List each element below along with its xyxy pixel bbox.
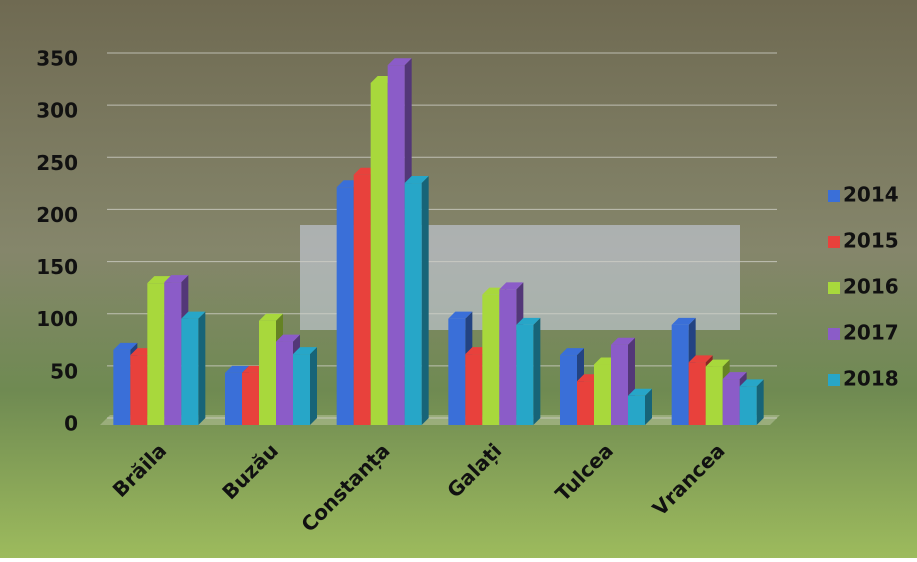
bar — [448, 318, 466, 425]
bar-top — [164, 275, 189, 283]
bar — [611, 344, 628, 425]
bar-top — [722, 372, 747, 380]
bar-top — [688, 355, 713, 363]
legend-swatch — [828, 282, 840, 294]
legend-swatch — [828, 374, 840, 386]
bar — [688, 362, 706, 425]
bar-top — [705, 359, 730, 367]
bar-top — [293, 347, 317, 355]
y-tick-label: 100 — [36, 307, 78, 331]
bar-top — [516, 317, 541, 325]
bar-top — [499, 282, 524, 290]
bar-side — [310, 347, 317, 425]
bar-top — [225, 365, 249, 373]
bar-top — [560, 348, 584, 356]
bar-side — [756, 379, 764, 425]
y-tick-label: 300 — [36, 99, 78, 123]
bar — [130, 355, 148, 425]
bar — [336, 187, 354, 425]
bar-top — [671, 317, 696, 325]
bar — [276, 341, 293, 425]
bar — [353, 174, 371, 425]
bar-top — [259, 313, 283, 321]
bar-top — [404, 176, 429, 184]
y-tick-label: 200 — [36, 203, 78, 227]
bar-top — [387, 58, 412, 66]
bar — [113, 349, 131, 425]
y-tick-label: 0 — [64, 412, 78, 436]
y-tick-label: 150 — [36, 255, 78, 279]
bar — [482, 294, 500, 425]
bar-side — [533, 317, 541, 425]
legend-swatch — [828, 236, 840, 248]
bar — [164, 282, 182, 425]
bar — [293, 354, 310, 425]
bar-top — [739, 379, 764, 387]
bar — [577, 381, 594, 425]
bar — [705, 366, 723, 425]
legend-label: 2016 — [843, 275, 899, 299]
bar — [722, 379, 740, 425]
bar — [739, 386, 757, 425]
bar — [387, 65, 405, 425]
legend-swatch — [828, 328, 840, 340]
bar — [242, 372, 259, 425]
bar — [499, 289, 517, 425]
bar-top — [611, 337, 635, 345]
bar — [259, 320, 276, 425]
bar — [147, 283, 165, 425]
bar-top — [628, 388, 652, 396]
bar-top — [181, 311, 206, 319]
legend-label: 2015 — [843, 229, 899, 253]
legend-label: 2017 — [843, 321, 899, 345]
bar — [560, 355, 577, 425]
y-tick-label: 350 — [36, 47, 78, 71]
y-tick-label: 250 — [36, 151, 78, 175]
bar-side — [421, 176, 429, 425]
bar-top — [276, 334, 300, 342]
bar — [181, 318, 199, 425]
bar — [225, 372, 242, 425]
y-tick-label: 50 — [50, 359, 78, 383]
bar-top — [448, 311, 473, 319]
bar — [465, 354, 483, 425]
bar — [594, 364, 611, 425]
bar — [370, 82, 388, 425]
bar-top — [113, 342, 138, 350]
legend-label: 2014 — [843, 183, 899, 207]
bar-side — [645, 388, 652, 425]
bar — [516, 324, 534, 425]
bar-side — [198, 311, 206, 425]
legend-swatch — [828, 190, 840, 202]
bar — [628, 395, 645, 425]
bar — [671, 324, 689, 425]
legend-label: 2018 — [843, 367, 899, 391]
bar — [404, 183, 422, 425]
